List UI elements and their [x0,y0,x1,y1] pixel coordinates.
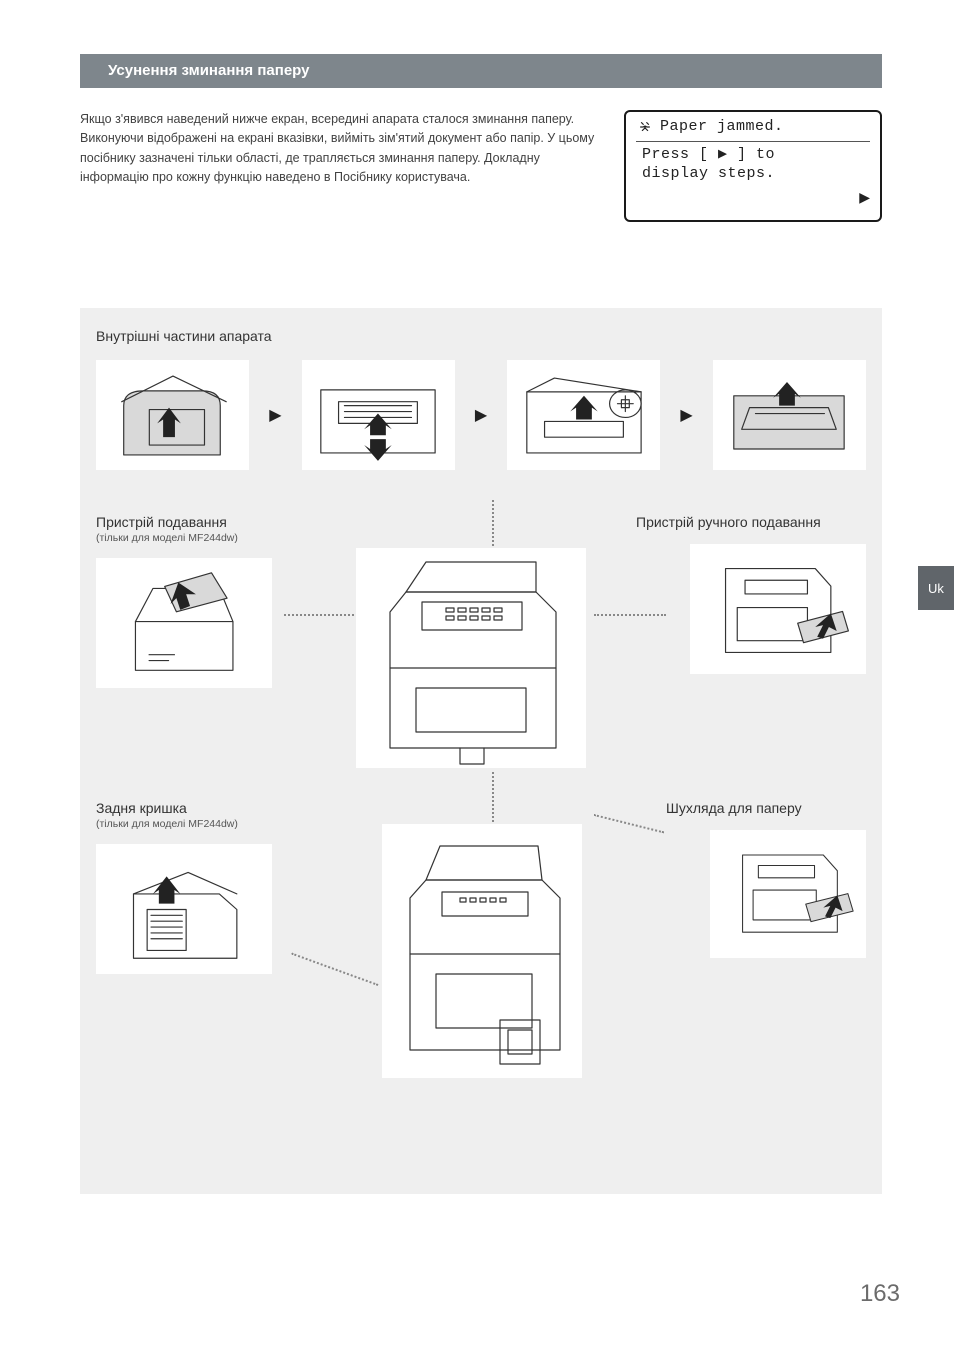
dotted-connector [492,772,494,826]
internal-step-thumb-4 [713,360,866,470]
group-feeder-thumb [96,558,272,688]
intro-row: Якщо з'явився наведений нижче екран, все… [80,110,882,222]
dotted-connector [291,953,378,986]
lcd-line-1: Press [ ▶ ] to [642,144,864,163]
central-printer-bottom [382,824,582,1078]
internal-step-thumb-3 [507,360,660,470]
group-rear-thumb [96,844,272,974]
step-arrow-icon: ▶ [269,405,281,425]
diagram-area: Внутрішні частини апарата ▶ [80,308,882,1194]
page-number: 163 [860,1280,900,1308]
maintenance-icon [638,120,652,134]
group-feeder: Пристрій подавання (тільки для моделі MF… [96,514,286,688]
group-manual-thumb [690,544,866,674]
central-printer-top [356,548,586,768]
group-rear-cover: Задня кришка (тільки для моделі MF244dw) [96,800,286,974]
group-paper-tray: Шухляда для паперу [666,800,866,958]
central-diagram-area: Пристрій подавання (тільки для моделі MF… [96,504,866,1134]
dotted-connector [284,614,354,616]
lcd-panel: Paper jammed. Press [ ▶ ] to display ste… [624,110,882,222]
lcd-line-2: display steps. [642,165,864,182]
group-rear-title: Задня кришка [96,800,286,816]
group-manual-title: Пристрій ручного подавання [636,514,866,530]
dotted-connector [492,500,494,554]
internal-parts-title: Внутрішні частини апарата [96,328,866,344]
group-rear-subtitle: (тільки для моделі MF244dw) [96,818,286,830]
manual-page: Усунення зминання паперу Якщо з'явився н… [0,0,954,1348]
section-title: Усунення зминання паперу [108,62,309,79]
internal-step-thumb-2 [302,360,455,470]
group-manual-feed: Пристрій ручного подавання [636,514,866,674]
group-feeder-subtitle: (тільки для моделі MF244dw) [96,532,286,544]
dotted-connector [594,814,664,833]
group-feeder-title: Пристрій подавання [96,514,286,530]
step-arrow-icon: ▶ [475,405,487,425]
internal-steps-row: ▶ ▶ [96,360,866,470]
lcd-next-arrow-icon: ▶ [859,189,870,206]
group-tray-title: Шухляда для паперу [666,800,866,816]
section-header: Усунення зминання паперу [80,54,882,88]
internal-step-thumb-1 [96,360,249,470]
lcd-header: Paper jammed. [636,114,870,142]
lcd-header-text: Paper jammed. [660,118,784,135]
group-tray-thumb [710,830,866,958]
intro-paragraph: Якщо з'явився наведений нижче екран, все… [80,110,596,188]
step-arrow-icon: ▶ [680,405,692,425]
